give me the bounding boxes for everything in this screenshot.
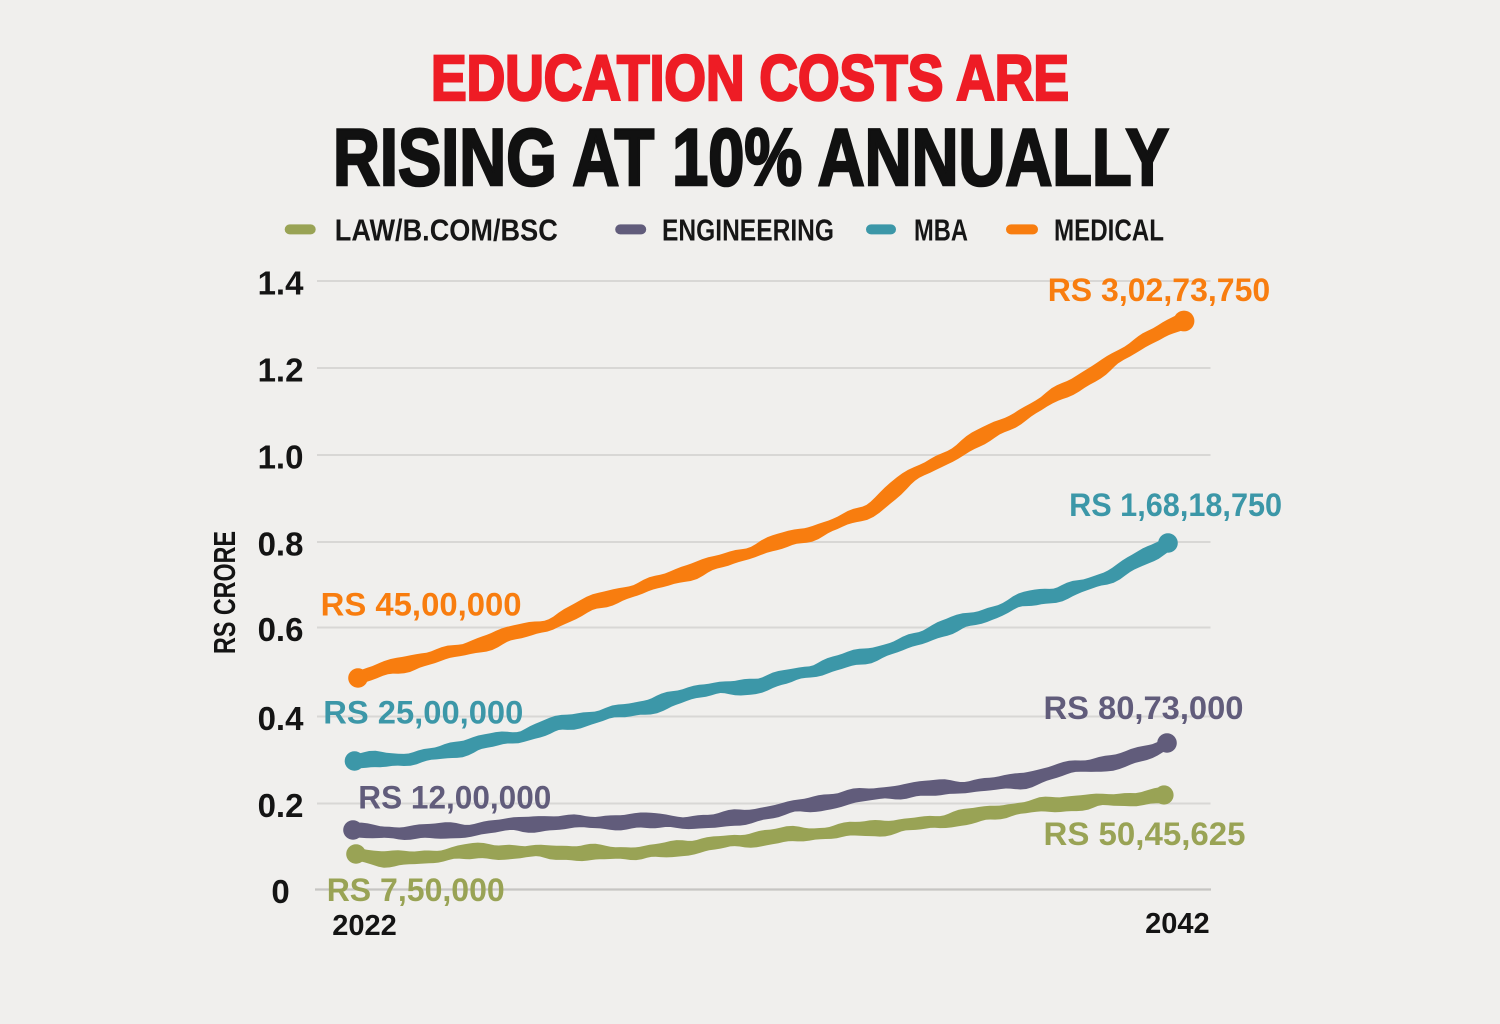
svg-text:RS CRORE: RS CRORE xyxy=(207,531,242,654)
svg-text:0: 0 xyxy=(271,873,289,910)
svg-text:2042: 2042 xyxy=(1145,908,1210,940)
svg-text:1.4: 1.4 xyxy=(258,265,305,302)
svg-text:0.2: 0.2 xyxy=(258,787,304,824)
svg-text:MEDICAL: MEDICAL xyxy=(1054,213,1164,248)
svg-text:RS 25,00,000: RS 25,00,000 xyxy=(323,695,523,731)
svg-text:2022: 2022 xyxy=(332,910,397,942)
svg-text:RS 12,00,000: RS 12,00,000 xyxy=(358,780,551,816)
svg-text:EDUCATION COSTS ARE: EDUCATION COSTS ARE xyxy=(431,42,1069,114)
svg-text:RS 7,50,000: RS 7,50,000 xyxy=(327,872,505,908)
svg-text:RS 50,45,625: RS 50,45,625 xyxy=(1044,816,1246,852)
svg-text:ENGINEERING: ENGINEERING xyxy=(662,213,834,248)
svg-text:RS 1,68,18,750: RS 1,68,18,750 xyxy=(1069,487,1282,523)
svg-text:RS 80,73,000: RS 80,73,000 xyxy=(1044,690,1244,726)
svg-text:1.2: 1.2 xyxy=(258,352,304,389)
svg-text:RISING AT 10% ANNUALLY: RISING AT 10% ANNUALLY xyxy=(333,113,1169,203)
svg-text:0.4: 0.4 xyxy=(258,700,305,737)
svg-text:MBA: MBA xyxy=(914,213,968,248)
svg-text:0.8: 0.8 xyxy=(258,526,304,563)
svg-text:RS 45,00,000: RS 45,00,000 xyxy=(321,586,522,622)
svg-text:LAW/B.COM/BSC: LAW/B.COM/BSC xyxy=(335,213,558,248)
svg-text:RS 3,02,73,750: RS 3,02,73,750 xyxy=(1048,272,1271,308)
svg-text:0.6: 0.6 xyxy=(258,611,304,648)
svg-text:1.0: 1.0 xyxy=(258,439,304,476)
